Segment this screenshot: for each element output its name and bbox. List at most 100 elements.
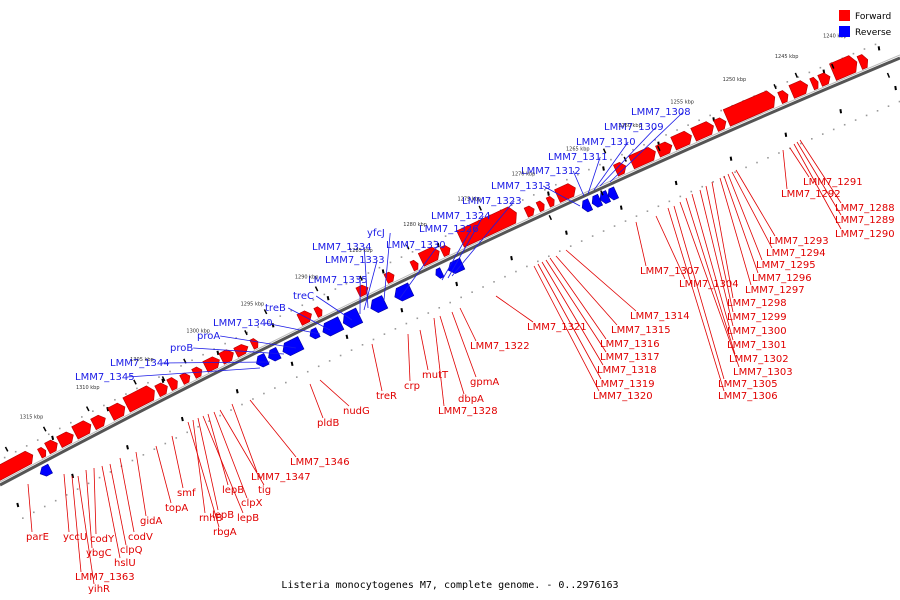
kbp-tick-label: 1260 kbp	[618, 123, 642, 129]
reverse-gene-arrow	[342, 307, 364, 329]
tick-dot	[400, 256, 403, 258]
tick-dot	[43, 505, 46, 508]
kbp-tick-label: 1240 kbp	[823, 34, 847, 40]
forward-gene-label: LMM7_1304	[679, 279, 739, 290]
tick-dot	[246, 331, 248, 334]
major-tick	[161, 378, 165, 384]
forward-label-leader	[93, 467, 97, 535]
tick-dot	[87, 482, 90, 485]
forward-gene-label: LMM7_1319	[595, 379, 655, 390]
tick-dot	[268, 320, 271, 323]
forward-label-leader	[459, 307, 477, 342]
forward-gene-arrow	[523, 205, 535, 218]
forward-label-leader	[77, 475, 95, 585]
minor-tick	[602, 148, 607, 154]
kbp-tick-label: 1290 kbp	[295, 275, 319, 281]
reverse-gene-arrow	[370, 295, 389, 313]
reverse-gene-label: LMM7_1335	[308, 275, 368, 286]
reverse-label-leader	[572, 170, 585, 197]
forward-label-leader	[735, 169, 776, 237]
tick-dot	[58, 427, 61, 430]
forward-gene-label: LMM7_1303	[733, 367, 793, 378]
forward-label-leader	[187, 421, 220, 528]
minor-tick	[548, 214, 553, 221]
forward-gene-arrow	[37, 447, 47, 459]
tick-dot	[186, 431, 189, 434]
reverse-label-leader	[265, 322, 321, 335]
forward-label-leader	[192, 419, 206, 514]
tick-dot	[767, 156, 769, 159]
forward-label-leader	[667, 207, 725, 392]
major-tick	[400, 307, 404, 313]
tick-dot	[175, 437, 178, 439]
tick-dot	[158, 376, 160, 378]
forward-label-leader	[101, 465, 121, 559]
forward-gene-label: nudG	[343, 406, 370, 417]
genome-backbone	[0, 56, 900, 487]
tick-dot	[613, 225, 616, 227]
tick-dot	[843, 123, 846, 126]
tick-dot	[756, 161, 758, 164]
forward-label-leader	[309, 383, 324, 419]
forward-label-leader	[673, 205, 725, 380]
tick-dot	[65, 494, 68, 496]
reverse-gene-label: LMM7_1323	[462, 196, 522, 207]
kbp-tick-label: 1250 kbp	[723, 77, 747, 83]
forward-gene-label: LMM7_1363	[75, 572, 135, 583]
forward-gene-label: gidA	[140, 516, 162, 527]
tick-dot	[687, 124, 689, 126]
tick-dot	[109, 471, 112, 473]
reverse-label-leader	[451, 200, 515, 277]
forward-gene-label: LMM7_1288	[835, 203, 895, 214]
tick-dot	[720, 109, 722, 112]
reverse-gene-label: LMM7_1313	[491, 181, 551, 192]
tick-dot	[602, 230, 605, 232]
forward-label-leader	[371, 343, 383, 392]
forward-gene-label: LMM7_1318	[597, 365, 657, 376]
tick-dot	[295, 376, 298, 378]
reverse-label-leader	[127, 367, 261, 378]
reverse-label-leader	[220, 335, 297, 349]
reverse-label-leader	[383, 232, 391, 301]
tick-dot	[383, 333, 386, 335]
tick-dot	[504, 275, 506, 278]
kbp-tick-label: 1310 kbp	[76, 385, 100, 391]
forward-gene-label: ybgC	[86, 548, 112, 559]
tick-dot	[180, 365, 182, 367]
tick-dot	[808, 71, 811, 74]
tick-dot	[257, 326, 259, 328]
forward-gene-label: gpmA	[470, 377, 499, 388]
forward-gene-arrow	[355, 284, 369, 298]
forward-gene-label: crp	[404, 381, 420, 392]
tick-dot	[356, 277, 359, 280]
major-tick	[326, 295, 330, 301]
forward-gene-label: LMM7_1307	[640, 266, 700, 277]
kbp-tick-label: 1245 kbp	[775, 54, 799, 60]
major-tick	[126, 445, 129, 450]
reverse-gene-label: yfcJ	[367, 228, 385, 239]
tick-dot	[285, 381, 287, 384]
reverse-label-leader	[587, 156, 601, 195]
reverse-gene-label: LMM7_1310	[576, 137, 636, 148]
forward-label-leader	[207, 413, 229, 486]
forward-label-leader	[109, 463, 127, 546]
tick-dot	[460, 296, 462, 299]
major-tick	[16, 502, 20, 508]
kbp-tick-label: 1255 kbp	[670, 100, 694, 106]
forward-gene-label: hslU	[114, 558, 136, 569]
tick-dot	[588, 168, 590, 171]
major-tick	[180, 416, 184, 422]
major-tick	[602, 166, 605, 171]
forward-gene-label: LMM7_1315	[611, 325, 671, 336]
major-tick	[894, 85, 897, 91]
tick-dot	[197, 425, 199, 428]
minor-tick	[405, 244, 410, 250]
tick-dot	[301, 304, 304, 307]
tick-dot	[22, 517, 24, 519]
reverse-gene-label: treB	[265, 303, 286, 314]
forward-gene-label: LMM7_1346	[290, 457, 350, 468]
kbp-tick-label: 1315 kbp	[20, 414, 44, 420]
tick-dot	[701, 185, 704, 188]
tick-dot	[131, 459, 134, 462]
tick-dot	[444, 235, 447, 237]
